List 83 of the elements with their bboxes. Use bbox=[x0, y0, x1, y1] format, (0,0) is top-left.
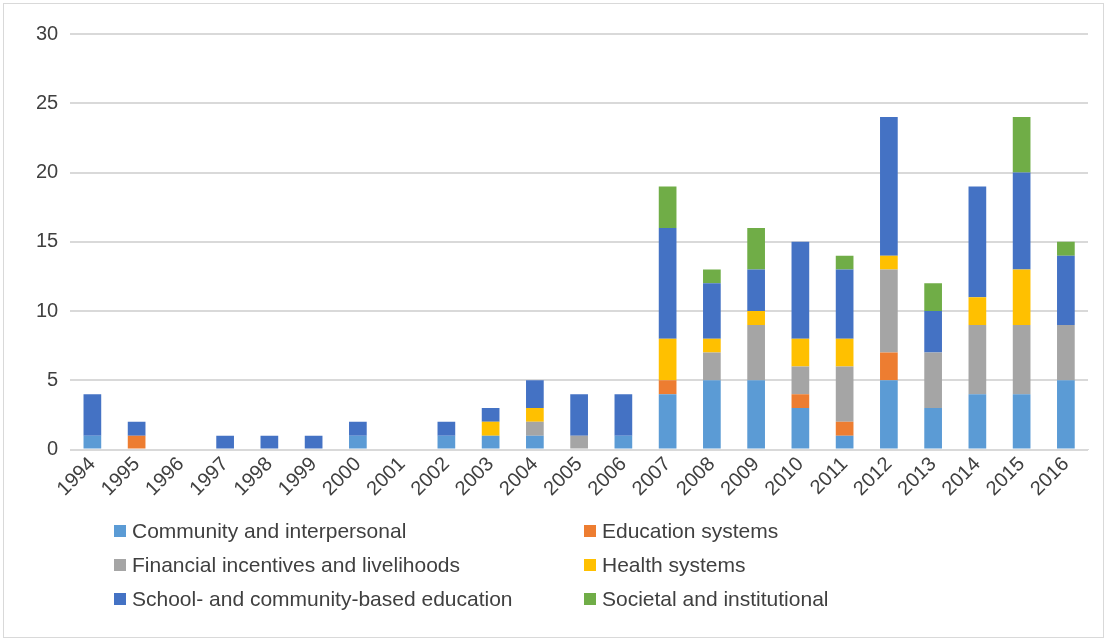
bar bbox=[614, 435, 633, 449]
bar bbox=[791, 394, 810, 409]
bar bbox=[880, 269, 898, 353]
bar bbox=[791, 408, 810, 449]
y-tick-label: 15 bbox=[36, 229, 59, 252]
legend-label: Societal and institutional bbox=[602, 587, 829, 611]
bar bbox=[835, 366, 854, 422]
bar bbox=[703, 338, 721, 353]
bar bbox=[1012, 324, 1031, 395]
bar bbox=[880, 117, 898, 256]
legend-label: Community and interpersonal bbox=[132, 519, 407, 543]
bar bbox=[526, 380, 544, 409]
bar bbox=[703, 352, 721, 381]
bar bbox=[83, 394, 102, 436]
bar bbox=[570, 435, 588, 449]
bar bbox=[1012, 394, 1031, 449]
bar bbox=[835, 435, 854, 449]
bar bbox=[526, 408, 544, 422]
bar bbox=[791, 241, 810, 339]
bar bbox=[658, 227, 677, 339]
bar bbox=[968, 186, 987, 298]
bar bbox=[304, 435, 323, 449]
bar bbox=[437, 421, 456, 436]
bar bbox=[747, 269, 765, 312]
bar bbox=[924, 408, 942, 449]
bar bbox=[1057, 241, 1075, 256]
legend-label: School- and community-based education bbox=[132, 587, 513, 611]
bar bbox=[349, 421, 367, 436]
bar bbox=[658, 338, 677, 381]
bar bbox=[703, 283, 721, 339]
bar bbox=[216, 435, 234, 449]
bar bbox=[570, 394, 588, 436]
bar bbox=[924, 283, 942, 312]
legend-label: Health systems bbox=[602, 553, 746, 577]
bar bbox=[968, 297, 987, 325]
bar bbox=[835, 421, 854, 436]
bar bbox=[1012, 269, 1031, 325]
y-tick-label: 25 bbox=[36, 90, 59, 113]
bar bbox=[924, 352, 942, 409]
bar bbox=[880, 380, 898, 449]
bar bbox=[835, 338, 854, 367]
bar bbox=[791, 366, 810, 395]
bar bbox=[526, 435, 544, 449]
bar bbox=[481, 408, 500, 422]
y-tick-label: 30 bbox=[36, 21, 59, 44]
bar bbox=[703, 269, 721, 284]
bar bbox=[1012, 117, 1031, 173]
bar bbox=[880, 352, 898, 381]
bar bbox=[880, 255, 898, 270]
bar bbox=[835, 269, 854, 339]
bar bbox=[481, 421, 500, 436]
bar bbox=[747, 227, 765, 270]
bar bbox=[83, 435, 102, 449]
bar bbox=[924, 311, 942, 353]
bar bbox=[835, 255, 854, 270]
bar bbox=[658, 186, 677, 228]
bar bbox=[658, 394, 677, 449]
y-tick-label: 0 bbox=[47, 437, 59, 460]
bar bbox=[349, 435, 367, 449]
bar bbox=[1057, 255, 1075, 325]
bar bbox=[526, 421, 544, 436]
bar bbox=[968, 394, 987, 449]
bar bbox=[1012, 172, 1031, 270]
bar bbox=[791, 338, 810, 367]
y-tick-label: 20 bbox=[36, 160, 59, 183]
bar bbox=[437, 435, 456, 449]
bar bbox=[614, 394, 633, 436]
bar bbox=[658, 380, 677, 395]
bar bbox=[1057, 324, 1075, 381]
bar bbox=[260, 435, 279, 449]
y-tick-label: 5 bbox=[47, 367, 59, 390]
legend-label: Education systems bbox=[602, 519, 779, 543]
bar bbox=[127, 435, 146, 449]
bar bbox=[747, 311, 765, 325]
y-tick-label: 10 bbox=[36, 298, 59, 321]
bar bbox=[968, 324, 987, 395]
bar bbox=[747, 380, 765, 449]
bar bbox=[1057, 380, 1075, 449]
bar bbox=[703, 380, 721, 449]
bar bbox=[481, 435, 500, 449]
legend-label: Financial incentives and livelihoods bbox=[132, 553, 461, 577]
bar bbox=[747, 324, 765, 381]
bar bbox=[127, 421, 146, 436]
